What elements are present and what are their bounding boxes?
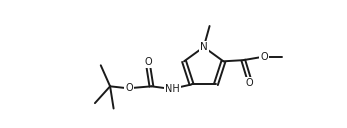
Text: O: O <box>144 57 152 67</box>
Text: O: O <box>125 83 133 93</box>
Text: O: O <box>246 78 254 88</box>
Text: NH: NH <box>165 84 180 94</box>
Text: O: O <box>261 52 268 62</box>
Text: N: N <box>200 42 208 52</box>
